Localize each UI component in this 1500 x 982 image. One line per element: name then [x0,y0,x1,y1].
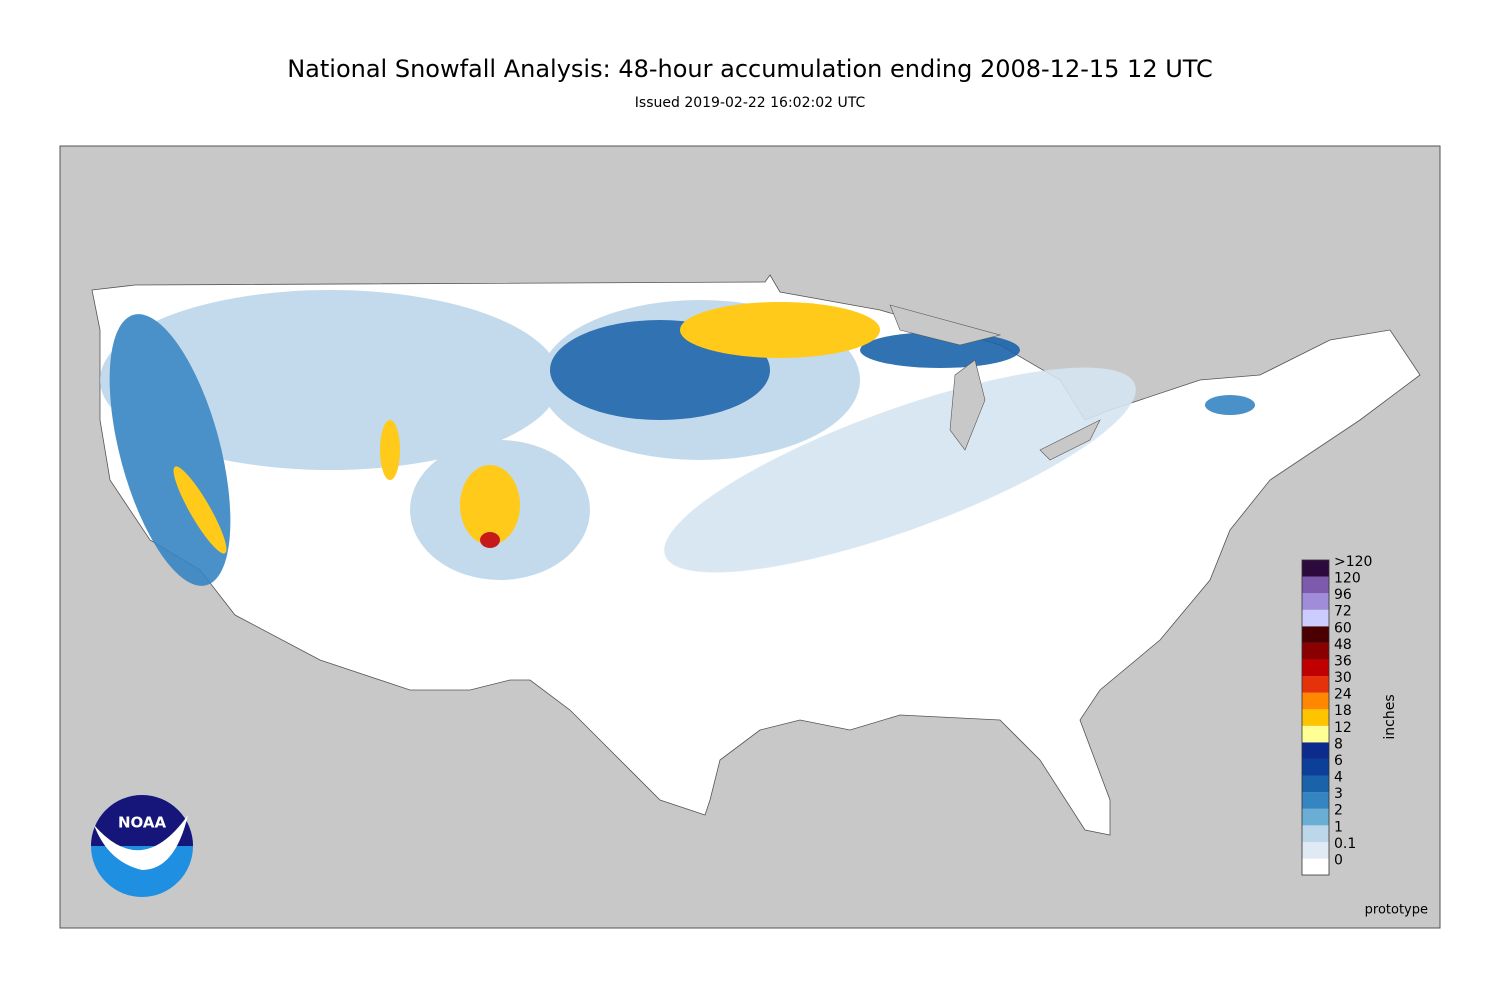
lake [889,304,1002,346]
legend-swatch [1302,676,1329,693]
legend-label: 72 [1334,604,1352,620]
legend-swatch [1302,593,1329,610]
legend-unit: inches [1382,694,1398,739]
subtitle: Issued 2019-02-22 16:02:02 UTC [635,95,866,111]
legend-label: 4 [1334,770,1343,786]
legend-label: 18 [1334,703,1352,719]
legend-label: 1 [1334,819,1343,835]
legend-swatch [1302,576,1329,594]
legend-label: 36 [1334,653,1352,669]
legend-label: 60 [1334,620,1352,636]
legend-swatch [1302,626,1329,643]
legend-swatch [1302,825,1329,842]
legend-label: 24 [1334,687,1352,703]
snow-medium [860,332,1020,368]
legend-label: 6 [1334,753,1343,769]
legend-swatch [1302,725,1329,743]
snow-medium [1205,395,1255,415]
logo-text: NOAA [118,814,167,832]
legend-label: 2 [1334,803,1343,819]
legend-label: 12 [1334,720,1352,736]
legend-label: 3 [1334,786,1343,802]
legend-label: 0.1 [1334,836,1356,852]
legend-label: 48 [1334,637,1352,653]
legend-swatch [1302,742,1329,759]
snow-areas [100,290,1255,586]
snow-extreme [480,532,500,548]
legend-swatch [1302,758,1329,776]
legend-label: 30 [1334,670,1352,686]
snow-heavy [173,466,227,554]
legend-label: 0 [1334,852,1343,868]
legend-swatch [1302,709,1329,726]
legend-swatch [1302,560,1329,577]
legend-label: 8 [1334,736,1343,752]
noaa-logo: NOAA [91,795,193,897]
legend-swatch [1302,609,1329,627]
snow-heavy [680,302,880,358]
legend-swatch [1302,792,1329,809]
snow-light [100,290,560,470]
legend-swatch [1302,659,1329,677]
snow-heavy [460,465,520,545]
legend-swatch [1302,808,1329,826]
legend-swatch [1302,841,1329,859]
legend-swatch [1302,858,1329,875]
lake [949,359,986,451]
legend-swatch [1302,642,1329,660]
note: prototype [1365,903,1428,918]
lake [1039,419,1101,461]
legend-swatch [1302,775,1329,793]
lakes [889,304,1101,461]
snow-heavy [380,420,400,480]
legend-label: 96 [1334,587,1352,603]
legend-label: 120 [1334,571,1361,587]
title: National Snowfall Analysis: 48-hour accu… [287,55,1213,83]
legend-label: >120 [1334,554,1372,570]
logo-gull [94,815,188,870]
snow-light [664,367,1136,573]
legend-border [1301,559,1330,876]
legend-swatch [1302,692,1329,710]
logo-top [91,795,193,846]
